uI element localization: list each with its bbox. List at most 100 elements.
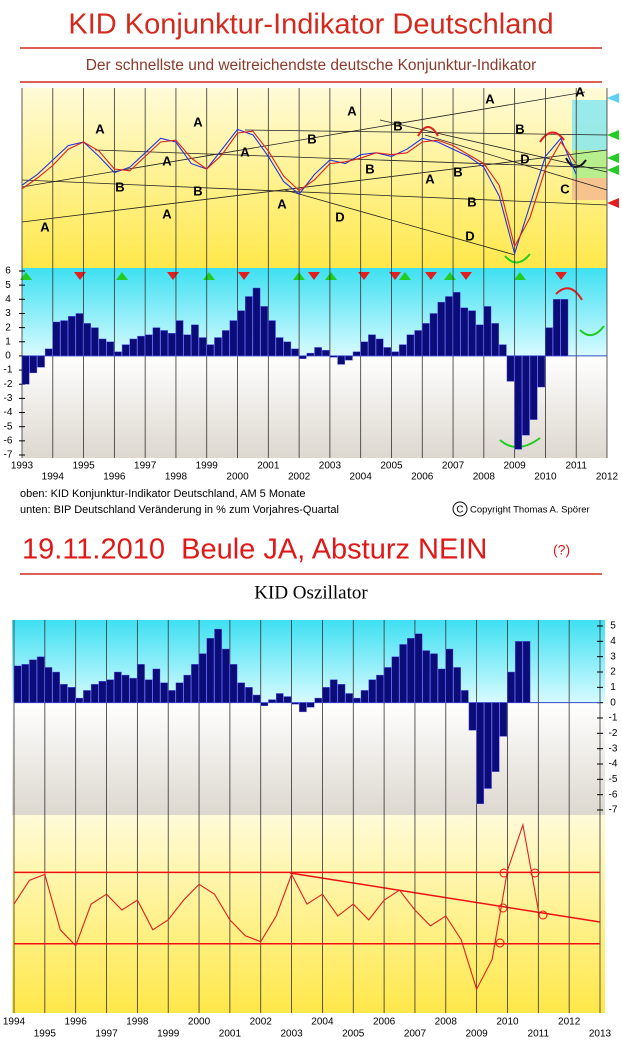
bar (221, 330, 230, 357)
bar (283, 341, 292, 357)
bar (407, 638, 415, 703)
bar (144, 679, 153, 703)
bar (360, 690, 369, 703)
bar (368, 334, 376, 357)
bar (129, 338, 138, 357)
bar (437, 668, 446, 703)
annotation: B (453, 164, 462, 179)
bar (522, 355, 530, 436)
bar (129, 677, 138, 703)
annotation: B (515, 121, 524, 136)
bar (368, 679, 377, 703)
y-tick-label: -3 (4, 393, 13, 404)
x-tick-label: 1999 (157, 1029, 180, 1040)
bar (391, 656, 400, 703)
zone (572, 100, 607, 150)
bar (29, 355, 38, 374)
x-tick-label: 1993 (11, 461, 34, 472)
bar (44, 667, 53, 703)
bar (514, 641, 523, 703)
plot-bg (12, 703, 605, 815)
bar (13, 665, 22, 703)
bar (353, 697, 361, 703)
bar (60, 320, 68, 357)
bar (260, 702, 269, 706)
bar (252, 287, 261, 357)
x-tick-label: 2002 (288, 472, 311, 483)
annotation: B (307, 131, 316, 146)
bar (91, 327, 99, 357)
oscillator-title: KID Oszillator (254, 582, 368, 603)
x-tick-label: 2000 (188, 1017, 211, 1028)
title: KID Konjunktur-Indikator Deutschland (68, 9, 553, 41)
bar (306, 352, 315, 357)
series-line (13, 822, 539, 991)
bar (206, 344, 215, 357)
x-tick-label: 2011 (565, 461, 587, 472)
x-tick-label: 1995 (72, 461, 95, 472)
bar (275, 693, 284, 703)
x-tick-label: 1999 (196, 461, 219, 472)
series-line (21, 130, 577, 248)
bar (67, 316, 76, 357)
annotation: A (425, 171, 435, 186)
bar (221, 648, 230, 703)
bar (506, 355, 515, 382)
annotation: A (575, 84, 585, 99)
annotation: A (277, 196, 287, 211)
bar (483, 306, 492, 357)
zone (572, 178, 607, 200)
bar (437, 301, 446, 357)
bar (198, 337, 207, 357)
x-tick-label: 2006 (373, 1017, 396, 1028)
x-tick-label: 1997 (95, 1029, 118, 1040)
bar (484, 702, 492, 789)
plot-bg (12, 815, 605, 1013)
bar (21, 664, 30, 703)
bar (83, 690, 91, 703)
bar (37, 355, 45, 368)
x-tick-label: 2008 (435, 1017, 458, 1028)
bar (98, 681, 107, 703)
bar (329, 355, 338, 358)
turn-markers (20, 93, 619, 962)
bar (114, 671, 122, 703)
annotation: B (115, 179, 124, 194)
y-tick-label: 0 (610, 697, 616, 708)
bar (414, 330, 422, 357)
bar (67, 687, 76, 703)
bar (460, 307, 469, 357)
x-tick-label: 2007 (404, 1029, 427, 1040)
annotation: A (240, 144, 250, 159)
bar (44, 348, 53, 357)
y-tick-label: 6 (5, 266, 11, 277)
annotation: C (560, 181, 570, 196)
annotation: A (347, 103, 357, 118)
x-tick-label: 2004 (350, 472, 373, 483)
y-tick-label: 2 (610, 667, 616, 678)
bar (252, 694, 261, 703)
bar (329, 679, 338, 703)
bar (360, 341, 369, 357)
x-tick-label: 1997 (134, 461, 157, 472)
bar (106, 679, 114, 703)
bar (321, 350, 330, 357)
bar (275, 337, 284, 357)
x-tick-label: 1998 (165, 472, 188, 483)
bar (468, 310, 476, 357)
bar (499, 344, 507, 357)
bar (345, 355, 353, 361)
bar (229, 664, 238, 703)
y-tick-label: -1 (609, 713, 618, 724)
annotation: B (467, 194, 476, 209)
bar (453, 667, 461, 703)
bar (237, 310, 245, 357)
y-tick-label: -7 (609, 805, 618, 816)
series-line (21, 128, 577, 256)
annotation: A (95, 121, 105, 136)
bar (137, 664, 145, 703)
bar (452, 292, 461, 357)
bar (352, 351, 361, 357)
y-tick-label: 2 (5, 322, 11, 333)
